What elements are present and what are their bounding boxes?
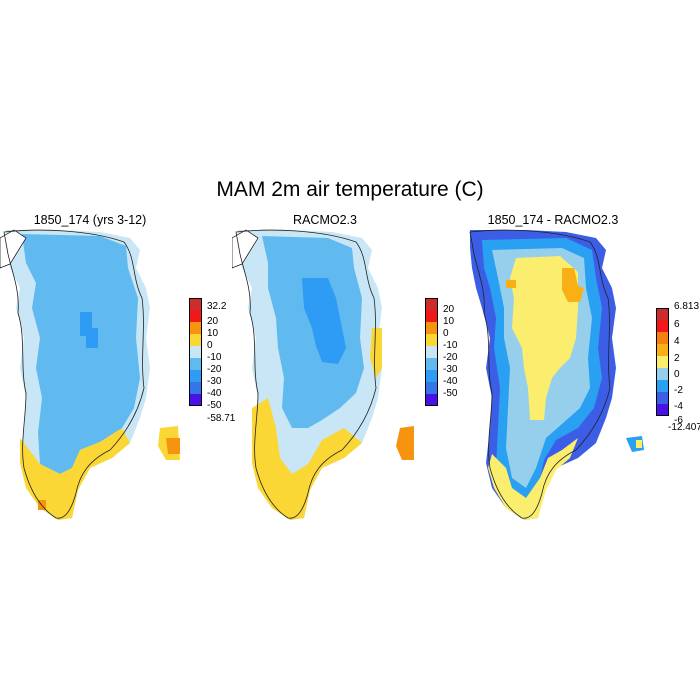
diff-positive-core (510, 256, 578, 420)
legend-2-label: -50 (443, 388, 458, 399)
legend-3-frame (656, 308, 669, 416)
legend-1-frame (189, 298, 202, 406)
legend-1-label: -10 (207, 352, 222, 363)
south-warm-coast (20, 428, 130, 520)
panel-1-map (0, 229, 180, 520)
legend-2-frame (425, 298, 438, 406)
south-warm-coast (252, 398, 362, 520)
interior-cold-zone (22, 234, 140, 474)
panel-2-map (232, 229, 414, 520)
legend-2-label: -40 (443, 376, 458, 387)
panel-3-title: 1850_174 - RACMO2.3 (487, 213, 619, 227)
legend-2-label: 0 (443, 328, 449, 339)
legend-1-label: 10 (207, 328, 219, 339)
interior-coldest-spot (80, 312, 98, 348)
panel-1-title: 1850_174 (yrs 3-12) (33, 213, 147, 227)
iceland-warm (166, 438, 180, 454)
legend-3-label: 2 (674, 353, 680, 364)
legend-1-label: 32.2 (207, 301, 227, 312)
legend-2-label: 20 (443, 304, 455, 315)
legend-3-label: -6 (674, 415, 683, 426)
legend-3-label: 6 (674, 319, 680, 330)
coastline (235, 229, 377, 519)
legend-3-label: 4 (674, 336, 680, 347)
legend-1-label: 0 (207, 340, 213, 351)
interior-coldest-zone (302, 278, 346, 364)
figure-title: MAM 2m air temperature (C) (216, 178, 484, 201)
legend-1-label: 20 (207, 316, 219, 327)
legend-1-label: -50 (207, 400, 222, 411)
legend-1-label: -20 (207, 364, 222, 375)
iceland-tip (396, 426, 414, 460)
legend-2-label: -20 (443, 352, 458, 363)
coastline (3, 229, 145, 519)
iceland-positive (636, 440, 642, 448)
legend-3-label: 6.813 (674, 301, 700, 312)
south-positive-coast (488, 438, 578, 520)
legend-2-label: -10 (443, 340, 458, 351)
legend-3-label: -12.407 (668, 422, 700, 433)
legend-3-label: 0 (674, 369, 680, 380)
legend-1-label: -30 (207, 376, 222, 387)
legend-3-label: -4 (674, 401, 683, 412)
east-warm-coast (370, 328, 382, 378)
diff-positive-spot (506, 280, 516, 288)
legend-3-label: -2 (674, 385, 683, 396)
panel-2-title: RACMO2.3 (293, 213, 357, 227)
coastline (469, 229, 611, 519)
legend-2-label: -30 (443, 364, 458, 375)
legend-2-label: 10 (443, 316, 455, 327)
legend-1-label: -40 (207, 388, 222, 399)
diff-positive-peak (562, 268, 584, 302)
panel-3-map (469, 229, 644, 520)
legend-1-label: -58.71 (207, 413, 236, 424)
